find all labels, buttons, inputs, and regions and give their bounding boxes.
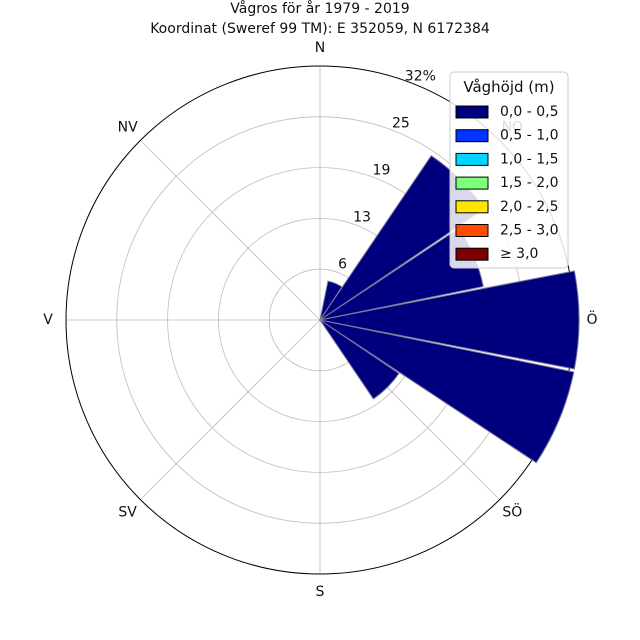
legend-entries: 0,0 - 0,5 0,5 - 1,0 1,0 - 1,5 1,5 - 2,0 2,0 … — [455, 104, 558, 262]
chart-subtitle: Koordinat (Sweref 99 TM): E 352059, N 61… — [150, 21, 490, 37]
legend-swatch — [455, 200, 489, 214]
direction-label-S: S — [316, 584, 325, 600]
legend-swatch — [455, 224, 489, 237]
chart-title: Vågros för år 1979 - 2019 — [230, 0, 409, 17]
direction-label-SÖ: SÖ — [502, 502, 522, 520]
legend-title: Våghöjd (m) — [463, 78, 554, 96]
legend-label: 0,5 - 1,0 — [500, 128, 558, 144]
radial-tick-label: 6 — [338, 256, 347, 272]
rose-sectors — [319, 154, 580, 464]
direction-label-SV: SV — [118, 504, 137, 520]
direction-label-Ö: Ö — [586, 310, 597, 328]
legend-swatch — [455, 105, 489, 119]
legend-frame — [449, 71, 569, 269]
rose-sector-4 — [319, 270, 580, 370]
legend: Våghöjd (m) 0,0 - 0,5 0,5 - 1,0 1,0 - 1,5 1… — [449, 71, 569, 269]
legend-swatch — [455, 176, 489, 190]
grid-spoke-SV — [140, 319, 321, 500]
radial-tick-labels: 6 13 19 25 32% — [338, 69, 436, 273]
legend-swatch — [455, 129, 489, 143]
radial-tick-label: 13 — [353, 209, 371, 225]
legend-label: 2,5 - 3,0 — [500, 223, 558, 239]
legend-label: 1,0 - 1,5 — [500, 151, 558, 167]
grid-spoke-NV — [140, 140, 321, 321]
radial-tick-label: 32% — [405, 69, 436, 85]
rose-sector-5 — [319, 319, 575, 464]
direction-label-V: V — [43, 312, 53, 328]
legend-swatch — [455, 247, 489, 261]
radial-tick-label: 25 — [392, 115, 410, 131]
radial-tick-label: 19 — [373, 162, 391, 178]
legend-label: 0,0 - 0,5 — [500, 104, 558, 120]
legend-label: 2,0 - 2,5 — [500, 199, 558, 215]
legend-label: ≥ 3,0 — [500, 246, 538, 262]
legend-label: 1,5 - 2,0 — [500, 175, 558, 191]
legend-swatch — [455, 152, 489, 166]
rose-sector-6 — [319, 319, 400, 400]
direction-label-N: N — [315, 40, 325, 56]
direction-label-NV: NV — [118, 120, 138, 136]
